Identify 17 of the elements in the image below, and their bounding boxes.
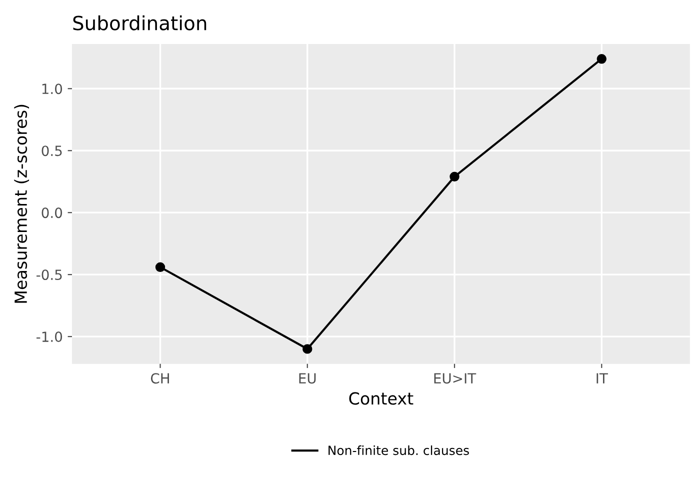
legend-label: Non-finite sub. clauses [328, 445, 469, 456]
point [302, 344, 312, 354]
point [596, 54, 607, 64]
y-axis-title: Measurement (z-scores) [14, 104, 30, 303]
y-tick-label: -0.5 [36, 270, 62, 280]
y-tick-label: 0.5 [42, 146, 62, 156]
chart-title: Subordination [73, 15, 206, 30]
point [155, 262, 166, 272]
y-tick-label: -1.0 [36, 332, 62, 342]
x-tick-label: CH [150, 373, 169, 384]
x-tick-label: EU>IT [434, 373, 476, 384]
x-tick-label: IT [596, 373, 608, 384]
x-tick-label: EU [299, 373, 316, 384]
y-tick-label: 0.0 [42, 208, 62, 218]
point [450, 172, 460, 182]
x-axis-title: Context [349, 392, 414, 405]
y-tick-label: 1.0 [42, 84, 62, 94]
